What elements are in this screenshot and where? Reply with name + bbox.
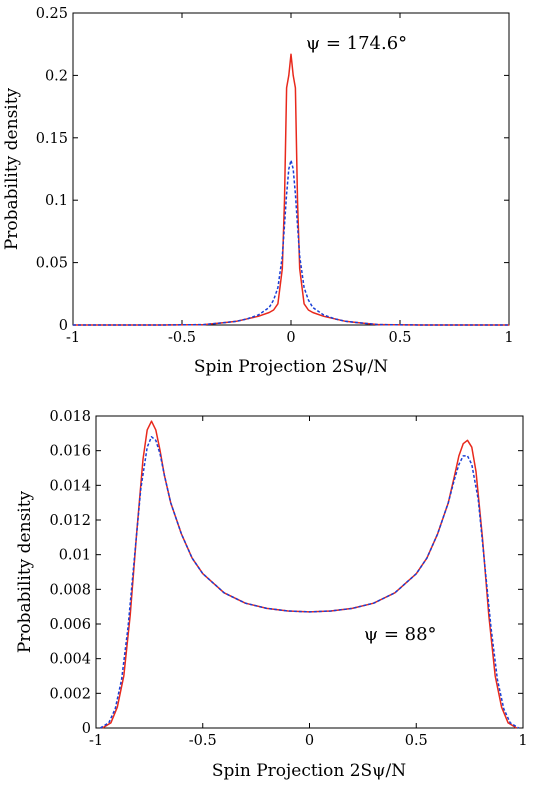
bottom-x-tick-label: -1 [89, 733, 103, 749]
bottom-y-tick-label: 0.006 [49, 617, 91, 633]
top-y-tick-label: 0 [59, 318, 68, 334]
bottom-annotation: ψ = 88° [364, 624, 437, 645]
top-series [73, 53, 509, 326]
bottom-x-tick-label: -0.5 [189, 733, 217, 749]
bottom-y-tick-label: 0.004 [49, 652, 91, 668]
bottom-y-tick-label: 0.014 [49, 478, 91, 494]
top-chart-panel: -1 -0.5 0 0.5 1 0 0.05 0.1 0.15 0.2 0.25 ψ = 174.6… [2, 6, 514, 377]
bottom-y-tick-label: 0.002 [49, 686, 91, 702]
top-x-tick-label: -1 [66, 330, 80, 346]
top-x-tick-label: 0.5 [388, 330, 411, 346]
top-x-tick-label: -0.5 [168, 330, 196, 346]
bottom-chart-panel: -1 -0.5 0 0.5 1 0 0.002 0.004 0.006 0.008 0.01 0.01… [15, 409, 528, 781]
top-y-tick-label: 0.25 [36, 6, 68, 22]
bottom-x-tick-label: 0.5 [405, 733, 428, 749]
bottom-y-axis-label: Probability density [15, 490, 35, 653]
bottom-y-tick-label: 0.016 [49, 444, 91, 460]
bottom-series-line-solid [102, 420, 517, 729]
bottom-series [99, 420, 520, 729]
bottom-y-tick-label: 0.012 [49, 513, 91, 529]
bottom-y-tick-label: 0.008 [49, 582, 91, 598]
bottom-y-tick-label: 0 [82, 721, 91, 737]
top-y-tick-label: 0.15 [36, 131, 68, 147]
top-series-line-solid [73, 53, 509, 326]
top-y-tick-label: 0.05 [36, 256, 68, 272]
bottom-ticks: -1 -0.5 0 0.5 1 0 0.002 0.004 0.006 0.008 0.01 0.01… [49, 409, 527, 749]
top-ticks: -1 -0.5 0 0.5 1 0 0.05 0.1 0.15 0.2 0.25 [36, 6, 514, 346]
bottom-y-tick-label: 0.018 [49, 409, 91, 425]
bottom-series-line-dashed [99, 436, 520, 729]
top-x-tick-label: 1 [504, 330, 513, 346]
top-x-tick-label: 0 [286, 330, 295, 346]
bottom-x-axis-label: Spin Projection 2Sψ/N [212, 761, 406, 781]
top-y-axis-label: Probability density [2, 87, 22, 250]
top-annotation: ψ = 174.6° [306, 33, 407, 54]
bottom-x-tick-label: 0 [305, 733, 314, 749]
top-y-tick-label: 0.1 [45, 193, 68, 209]
bottom-x-tick-label: 1 [518, 733, 527, 749]
top-series-line-dashed [73, 159, 509, 326]
top-y-tick-label: 0.2 [45, 68, 68, 84]
top-x-axis-label: Spin Projection 2Sψ/N [194, 357, 388, 377]
bottom-y-tick-label: 0.01 [59, 548, 91, 564]
